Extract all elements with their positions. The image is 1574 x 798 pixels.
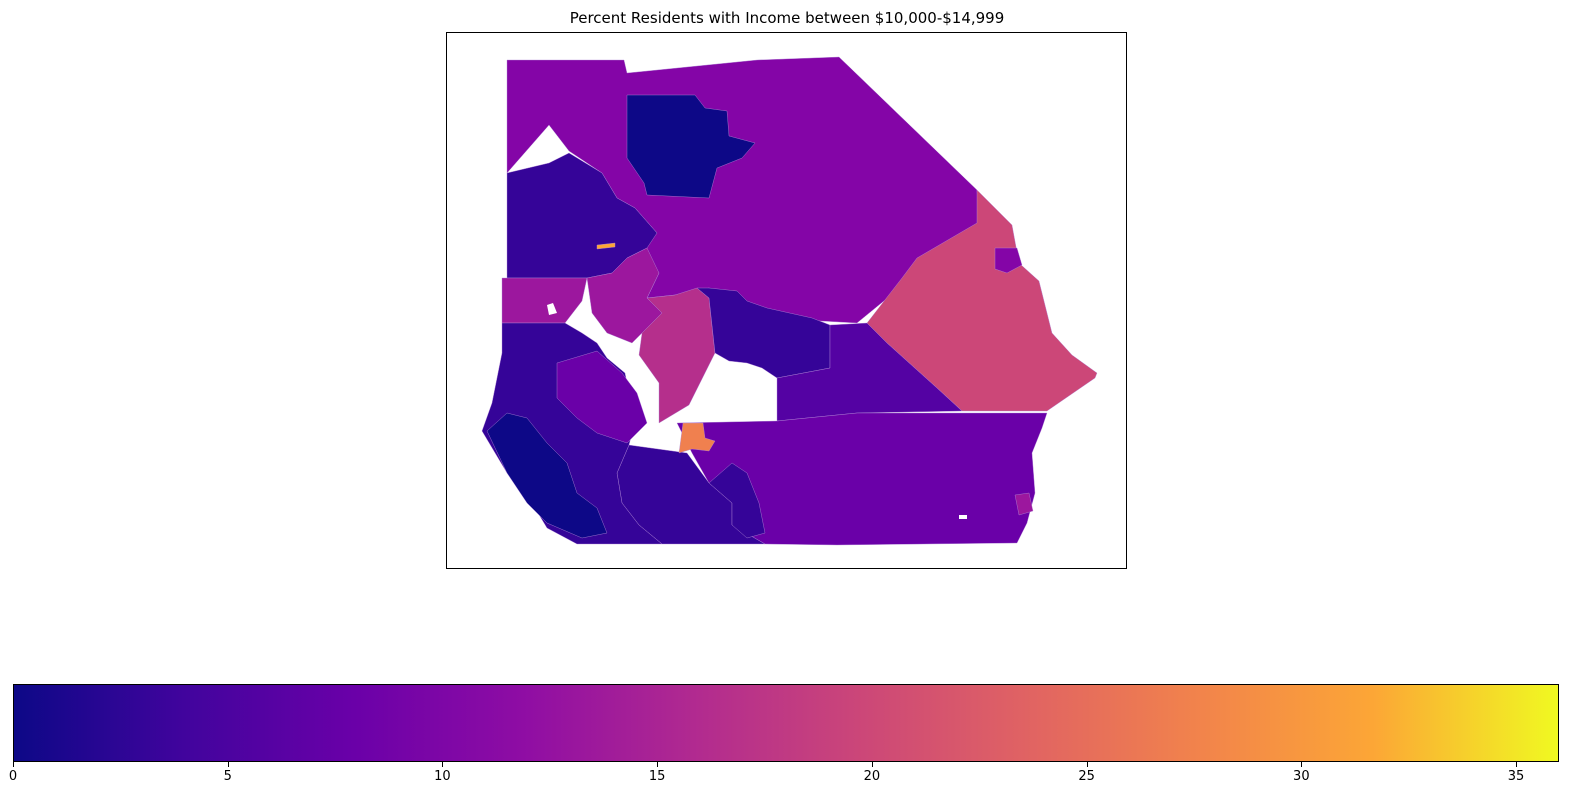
colorbar <box>13 684 1559 762</box>
colorbar-tick <box>871 762 873 767</box>
region-hotspot <box>678 422 716 454</box>
colorbar-tick <box>442 762 444 767</box>
colorbar-tick <box>1086 762 1088 767</box>
region-mid-cluster <box>556 350 648 444</box>
colorbar-tick-label: 35 <box>1507 769 1525 784</box>
colorbar-tick-label: 15 <box>648 769 666 784</box>
no-data-patch <box>547 303 557 315</box>
no-data-patch-2 <box>959 515 967 519</box>
region-east-notch <box>994 247 1023 274</box>
colorbar-tick-label: 0 <box>8 769 18 784</box>
colorbar-tick <box>227 762 229 767</box>
colorbar-tick-label: 20 <box>863 769 881 784</box>
region-east <box>866 189 1098 412</box>
region-south-east-dark <box>708 462 766 539</box>
map-axes <box>446 32 1127 569</box>
colorbar-tick <box>657 762 659 767</box>
choropleth-map <box>481 56 1098 546</box>
map-title-text: Percent Residents with Income between $1… <box>569 9 1005 27</box>
colorbar-tick-label: 25 <box>1078 769 1095 784</box>
map-title: Percent Residents with Income between $1… <box>447 9 1127 27</box>
region-north-dark <box>626 94 756 199</box>
colorbar-tick-label: 5 <box>223 769 232 784</box>
colorbar-tick-label: 30 <box>1293 769 1310 784</box>
colorbar-tick <box>13 762 14 767</box>
region-urban-core <box>486 412 608 539</box>
region-sliver <box>596 242 616 250</box>
colorbar-tick <box>1301 762 1303 767</box>
region-east-band <box>776 322 963 422</box>
colorbar-tick-label: 10 <box>434 769 451 784</box>
region-west-upper <box>501 277 588 324</box>
colorbar-tick <box>1516 762 1518 767</box>
region-se-pocket <box>1014 492 1034 516</box>
